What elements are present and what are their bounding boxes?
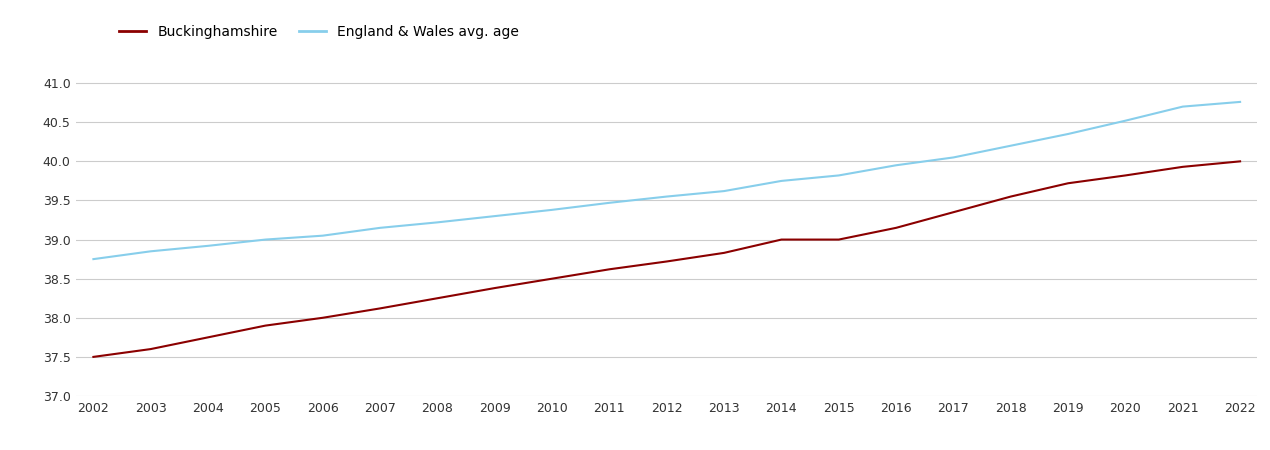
Buckinghamshire [1060,180,1076,186]
Buckinghamshire [946,210,961,215]
Line: England & Wales avg. age: England & Wales avg. age [94,102,1240,259]
Buckinghamshire [86,354,102,360]
England & Wales avg. age [773,178,789,184]
Buckinghamshire [716,250,732,256]
England & Wales avg. age [716,189,732,194]
Buckinghamshire [315,315,330,320]
England & Wales avg. age [545,207,560,212]
Buckinghamshire [201,335,216,340]
Buckinghamshire [545,276,560,281]
Buckinghamshire [1175,164,1190,170]
Buckinghamshire [144,346,159,352]
England & Wales avg. age [315,233,330,238]
England & Wales avg. age [488,213,503,219]
England & Wales avg. age [258,237,273,242]
England & Wales avg. age [1003,143,1019,148]
Buckinghamshire [602,266,617,272]
Buckinghamshire [889,225,904,230]
England & Wales avg. age [201,243,216,248]
England & Wales avg. age [602,200,617,206]
Buckinghamshire [1118,173,1133,178]
Buckinghamshire [372,306,387,311]
England & Wales avg. age [831,173,846,178]
Buckinghamshire [659,259,674,264]
England & Wales avg. age [1175,104,1190,109]
Buckinghamshire [1003,194,1019,199]
Buckinghamshire [1232,159,1247,164]
England & Wales avg. age [889,162,904,168]
England & Wales avg. age [372,225,387,230]
England & Wales avg. age [946,155,961,160]
Line: Buckinghamshire: Buckinghamshire [94,162,1240,357]
England & Wales avg. age [86,256,102,262]
England & Wales avg. age [144,248,159,254]
Buckinghamshire [773,237,789,242]
England & Wales avg. age [1118,118,1133,123]
Buckinghamshire [488,285,503,291]
England & Wales avg. age [1060,131,1076,137]
Legend: Buckinghamshire, England & Wales avg. age: Buckinghamshire, England & Wales avg. ag… [118,25,519,39]
Buckinghamshire [429,296,444,301]
Buckinghamshire [831,237,846,242]
England & Wales avg. age [659,194,674,199]
England & Wales avg. age [429,220,444,225]
Buckinghamshire [258,323,273,328]
England & Wales avg. age [1232,99,1247,104]
